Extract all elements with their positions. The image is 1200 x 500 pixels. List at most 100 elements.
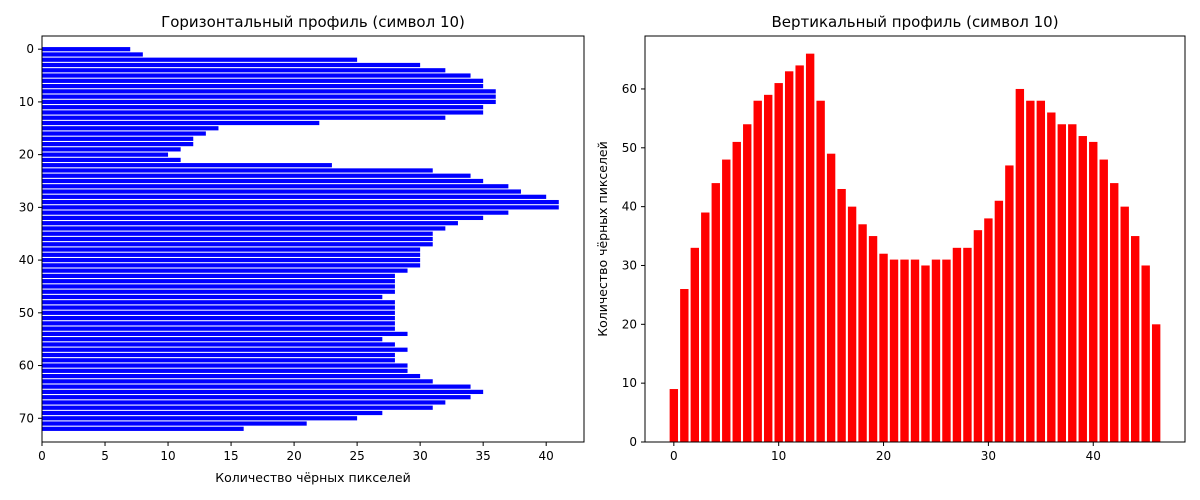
- x-tick-label: 15: [223, 449, 238, 463]
- bar: [42, 94, 496, 99]
- bar: [1036, 100, 1046, 442]
- plot-frame: [644, 35, 1186, 443]
- bar: [910, 259, 920, 442]
- bar: [42, 358, 395, 363]
- bar: [816, 100, 825, 442]
- bar: [42, 305, 395, 310]
- bar: [900, 259, 909, 442]
- chart-title: Горизонтальный профиль (символ 10): [161, 13, 465, 31]
- bar: [42, 426, 244, 431]
- y-tick-label: 40: [622, 200, 637, 214]
- bar: [690, 247, 699, 442]
- x-tick-label: 30: [412, 449, 427, 463]
- y-tick-label: 10: [19, 95, 34, 109]
- y-tick-label: 40: [19, 253, 34, 267]
- tick-group: 0 5 10 15 20 25 30 35 40 0 10 20 30 40 50 60 70: [19, 42, 554, 463]
- x-tick-label: 40: [1086, 449, 1101, 463]
- bar: [42, 368, 408, 373]
- bar: [42, 231, 433, 236]
- bar: [42, 421, 307, 426]
- bar: [1005, 165, 1014, 442]
- bar: [784, 71, 794, 442]
- bar: [42, 379, 433, 384]
- bar: [42, 210, 509, 215]
- bar: [42, 321, 395, 326]
- bar: [795, 65, 804, 442]
- bar: [42, 226, 446, 231]
- bar: [42, 310, 395, 315]
- bar: [42, 294, 383, 300]
- x-tick-label: 10: [771, 449, 786, 463]
- bar: [42, 337, 383, 342]
- bar: [42, 78, 484, 83]
- bar: [42, 263, 421, 268]
- bar: [42, 405, 433, 410]
- bar: [942, 259, 951, 442]
- bar: [743, 124, 752, 443]
- bar: [42, 257, 421, 263]
- bar: [42, 163, 332, 168]
- bar: [42, 268, 408, 273]
- y-tick-label: 50: [19, 306, 34, 320]
- bar: [42, 52, 143, 57]
- bar: [42, 157, 181, 163]
- bar: [42, 147, 181, 152]
- bar: [42, 131, 206, 136]
- y-tick-label: 20: [622, 317, 637, 331]
- bar: [42, 300, 395, 305]
- bar: [42, 215, 484, 221]
- bar: [42, 105, 484, 110]
- x-tick-label: 10: [160, 449, 175, 463]
- bar: [42, 347, 408, 352]
- bar: [805, 53, 815, 443]
- bar: [42, 395, 471, 400]
- x-tick-label: 20: [286, 449, 301, 463]
- bar: [879, 253, 888, 442]
- bar: [42, 205, 559, 210]
- bar: [42, 284, 395, 289]
- bar: [42, 236, 433, 242]
- y-tick-label: 0: [629, 435, 637, 449]
- bar: [42, 83, 484, 89]
- bar: [1057, 124, 1066, 443]
- bar: [42, 152, 169, 157]
- bar: [826, 153, 836, 442]
- bar: [711, 183, 720, 443]
- bar: [837, 188, 846, 442]
- bar: [42, 126, 219, 131]
- bar: [774, 83, 783, 443]
- bar: [42, 62, 421, 68]
- bar: [42, 184, 509, 189]
- bar: [921, 265, 930, 442]
- x-tick-label: 30: [981, 449, 996, 463]
- bar: [847, 206, 857, 442]
- bar: [1047, 112, 1056, 443]
- x-tick-label: 0: [670, 449, 678, 463]
- bar-group: [669, 53, 1161, 443]
- horizontal-profile-chart: Горизонтальный профиль (символ 10) 0 5 10 1…: [19, 13, 585, 485]
- bar: [1131, 236, 1140, 442]
- bar: [42, 242, 433, 247]
- bar: [952, 247, 962, 442]
- bar: [42, 315, 395, 321]
- bar: [42, 189, 521, 194]
- bar: [42, 47, 131, 52]
- bar: [42, 342, 395, 347]
- bar: [858, 224, 867, 442]
- y-tick-label: 10: [622, 376, 637, 390]
- y-tick-label: 20: [19, 148, 34, 162]
- y-tick-label: 30: [19, 200, 34, 214]
- bar: [1120, 206, 1129, 442]
- bar: [42, 389, 484, 395]
- bar: [963, 247, 972, 442]
- bar: [42, 289, 395, 294]
- bar: [931, 259, 941, 442]
- bar: [42, 120, 320, 126]
- x-axis-label: Количество чёрных пикселей: [215, 470, 411, 485]
- bar: [669, 389, 679, 442]
- x-tick-label: 20: [876, 449, 891, 463]
- bar: [1015, 88, 1025, 443]
- bar: [42, 115, 446, 120]
- y-tick-label: 60: [19, 359, 34, 373]
